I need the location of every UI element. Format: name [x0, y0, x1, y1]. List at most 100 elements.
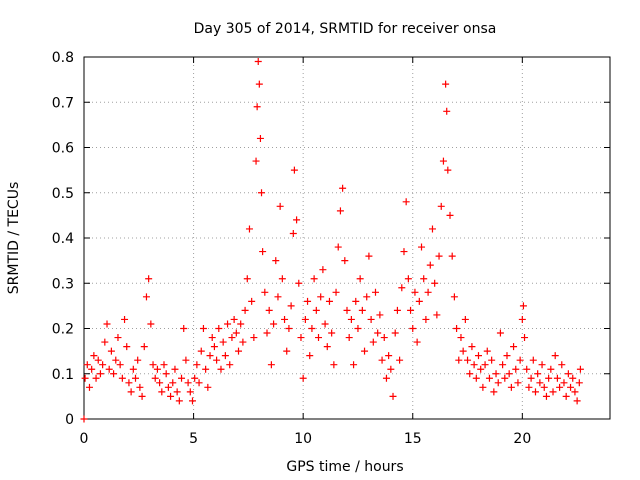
data-point — [499, 361, 507, 369]
data-point — [365, 252, 373, 260]
data-point — [281, 315, 289, 323]
data-point — [301, 315, 309, 323]
data-point — [103, 320, 111, 328]
data-point — [140, 343, 148, 351]
data-point — [510, 343, 518, 351]
data-point — [477, 365, 485, 373]
data-point — [485, 374, 493, 382]
data-point — [112, 356, 120, 364]
data-point — [323, 343, 331, 351]
data-point — [503, 352, 511, 360]
data-point — [92, 374, 100, 382]
x-tick-label: 20 — [513, 431, 531, 447]
data-point — [319, 266, 327, 274]
data-point — [199, 325, 207, 332]
data-point — [259, 248, 267, 256]
data-point — [358, 306, 366, 314]
data-point — [248, 297, 256, 305]
data-point — [206, 352, 214, 360]
data-point — [560, 379, 568, 387]
x-tick-label: 10 — [294, 431, 312, 447]
data-point — [461, 315, 469, 323]
data-point — [488, 356, 496, 364]
data-point — [347, 315, 355, 323]
data-point — [138, 392, 146, 400]
data-point — [490, 388, 498, 396]
data-point — [547, 365, 555, 373]
data-point — [219, 338, 227, 346]
data-point — [306, 352, 314, 360]
data-point — [149, 361, 157, 369]
data-point — [523, 365, 531, 373]
data-point — [466, 370, 474, 378]
data-point — [210, 343, 218, 351]
data-point — [470, 361, 478, 369]
y-tick-label: 0 — [65, 412, 74, 428]
data-point — [361, 347, 369, 355]
data-point — [232, 329, 240, 337]
data-point — [387, 365, 395, 373]
data-point — [321, 320, 329, 328]
data-point — [94, 356, 102, 364]
data-point — [540, 383, 548, 391]
data-point — [518, 315, 526, 323]
data-point — [336, 207, 344, 215]
data-point — [317, 293, 325, 301]
data-point — [256, 134, 264, 142]
data-point — [127, 388, 135, 396]
data-point — [80, 415, 88, 423]
data-point — [221, 352, 229, 360]
data-point — [245, 225, 253, 233]
x-tick-label: 15 — [404, 431, 422, 447]
data-point — [367, 315, 375, 323]
y-tick-label: 0.8 — [52, 50, 74, 66]
data-point — [444, 166, 452, 174]
data-point — [479, 383, 487, 391]
data-point — [538, 361, 546, 369]
data-point — [243, 275, 251, 283]
data-point — [343, 306, 351, 314]
data-point — [448, 252, 456, 260]
data-point — [261, 288, 269, 296]
data-point — [404, 275, 412, 283]
data-point — [439, 157, 447, 165]
data-point — [521, 334, 529, 342]
data-point — [312, 306, 320, 314]
data-point — [350, 361, 358, 369]
data-point — [428, 225, 436, 233]
data-point — [125, 379, 133, 387]
data-point — [188, 397, 196, 405]
data-point — [287, 302, 295, 310]
y-tick-label: 0.6 — [52, 141, 74, 157]
data-point — [217, 365, 225, 373]
data-point — [573, 397, 581, 405]
chart-title: Day 305 of 2014, SRMTID for receiver ons… — [194, 21, 497, 37]
data-point — [99, 361, 107, 369]
data-point — [107, 347, 115, 355]
data-point — [527, 374, 535, 382]
data-point — [389, 392, 397, 400]
data-point — [101, 338, 109, 346]
data-point — [371, 288, 379, 296]
data-point — [283, 347, 291, 355]
data-point — [208, 334, 216, 342]
data-point — [442, 80, 450, 88]
data-point — [186, 388, 194, 396]
data-point — [272, 257, 280, 265]
data-point — [534, 370, 542, 378]
data-point — [413, 338, 421, 346]
data-point — [558, 361, 566, 369]
data-point — [426, 261, 434, 269]
data-point — [162, 370, 170, 378]
data-point — [116, 361, 124, 369]
data-point — [263, 329, 271, 337]
data-point — [265, 306, 273, 314]
data-point — [562, 392, 570, 400]
data-point — [576, 365, 584, 373]
data-point — [178, 374, 186, 382]
data-point — [407, 306, 415, 314]
data-point — [132, 374, 140, 382]
data-point — [315, 334, 323, 342]
data-point — [457, 334, 465, 342]
